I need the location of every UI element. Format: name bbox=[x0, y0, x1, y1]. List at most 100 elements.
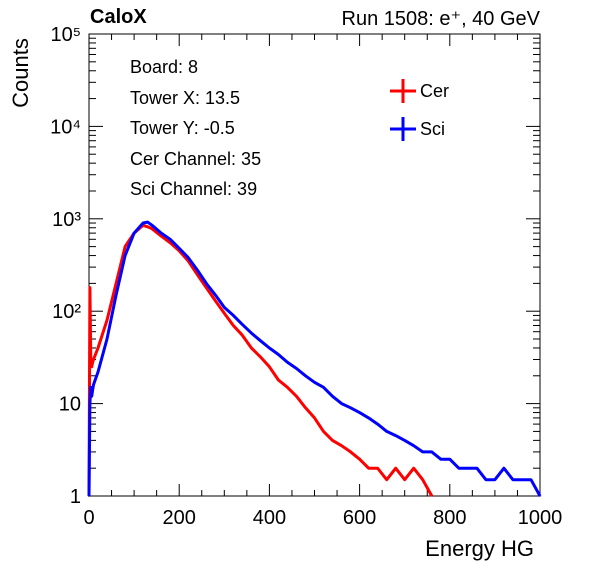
data-point bbox=[90, 395, 93, 398]
x-tick-label: 400 bbox=[253, 507, 286, 529]
data-point bbox=[440, 458, 442, 461]
data-point bbox=[160, 232, 162, 234]
data-point bbox=[458, 467, 460, 470]
data-point bbox=[521, 478, 523, 481]
data-point bbox=[286, 361, 289, 364]
data-point bbox=[394, 434, 397, 437]
data-point bbox=[322, 386, 325, 389]
data-point bbox=[151, 228, 153, 230]
data-point bbox=[97, 371, 99, 373]
legend-entry-cer: Cer bbox=[390, 78, 449, 116]
data-point bbox=[106, 319, 108, 322]
data-point bbox=[358, 411, 361, 414]
data-point bbox=[295, 395, 298, 398]
data-point bbox=[412, 444, 415, 447]
data-point bbox=[421, 478, 424, 481]
info-sci-channel: Sci Channel: 39 bbox=[130, 179, 258, 200]
x-axis-label: Energy HG bbox=[425, 536, 534, 561]
data-point bbox=[367, 467, 370, 470]
data-point bbox=[322, 430, 325, 433]
data-point bbox=[340, 444, 343, 447]
data-point bbox=[349, 407, 352, 409]
data-point bbox=[89, 286, 91, 289]
data-point bbox=[358, 458, 361, 461]
legend-sci-marker bbox=[390, 117, 416, 141]
data-point bbox=[530, 478, 532, 481]
data-point bbox=[223, 312, 226, 315]
info-box: Board: 8 Tower X: 13.5 Tower Y: -0.5 Cer… bbox=[130, 52, 262, 205]
data-point bbox=[421, 451, 424, 453]
data-point bbox=[178, 247, 180, 250]
data-point bbox=[124, 254, 126, 257]
x-axis-ticks: 0 200 400 600 800 1000 bbox=[83, 34, 562, 529]
data-point bbox=[124, 245, 126, 248]
data-point bbox=[146, 221, 149, 223]
legend-sci-label: Sci bbox=[420, 119, 446, 139]
data-point bbox=[277, 379, 280, 381]
data-point bbox=[512, 478, 514, 481]
data-point bbox=[431, 451, 433, 453]
legend-cer-marker bbox=[390, 79, 416, 103]
y-axis-ticks: 1 10 10² 10³ 10⁴ 10⁵ bbox=[50, 24, 540, 508]
data-point bbox=[106, 338, 108, 340]
data-point bbox=[295, 367, 298, 370]
data-point bbox=[214, 294, 217, 296]
info-cer-channel: Cer Channel: 35 bbox=[130, 148, 262, 169]
data-point bbox=[313, 381, 316, 384]
x-tick-label: 800 bbox=[433, 507, 466, 529]
data-point bbox=[431, 495, 433, 497]
experiment-label: CaloX bbox=[90, 6, 147, 28]
info-tower-y: Tower Y: -0.5 bbox=[130, 118, 235, 139]
data-point bbox=[385, 478, 388, 481]
y-tick-label: 1 bbox=[70, 486, 81, 508]
data-point bbox=[394, 467, 397, 470]
data-point bbox=[313, 417, 316, 419]
data-point bbox=[91, 389, 94, 391]
series-line-sci bbox=[87, 220, 542, 497]
data-point bbox=[376, 467, 379, 470]
data-point bbox=[92, 383, 95, 386]
series-line-cer bbox=[87, 223, 434, 497]
data-point bbox=[403, 478, 406, 481]
data-point bbox=[97, 347, 99, 349]
data-point bbox=[169, 242, 171, 244]
data-point bbox=[259, 356, 262, 358]
y-tick-label: 10 bbox=[59, 394, 81, 416]
data-point bbox=[494, 478, 496, 481]
data-point bbox=[304, 375, 307, 377]
data-point bbox=[259, 339, 262, 342]
data-point bbox=[160, 235, 162, 237]
data-point bbox=[91, 361, 94, 364]
data-point bbox=[241, 334, 244, 337]
series-cer bbox=[87, 223, 434, 497]
legend-cer-label: Cer bbox=[420, 81, 450, 101]
y-tick-label: 10³ bbox=[52, 209, 81, 231]
data-point bbox=[133, 232, 135, 234]
data-point bbox=[187, 256, 189, 259]
data-point bbox=[241, 323, 244, 326]
data-point bbox=[331, 439, 334, 442]
data-point bbox=[331, 395, 334, 398]
x-tick-label: 0 bbox=[83, 507, 94, 529]
data-point bbox=[196, 273, 198, 276]
data-point bbox=[449, 458, 451, 461]
data-point bbox=[88, 495, 90, 497]
data-point bbox=[286, 386, 289, 389]
data-point bbox=[485, 478, 487, 481]
data-point bbox=[92, 358, 95, 361]
data-point bbox=[90, 358, 92, 361]
data-point bbox=[268, 366, 271, 368]
y-tick-label: 10⁴ bbox=[50, 116, 81, 138]
series-sci bbox=[87, 220, 542, 497]
data-point bbox=[146, 226, 149, 228]
data-point bbox=[250, 332, 253, 334]
series-group bbox=[87, 220, 542, 497]
y-tick-label: 10² bbox=[52, 301, 81, 323]
data-point bbox=[214, 299, 217, 302]
y-axis-label: Counts bbox=[7, 38, 33, 108]
data-point bbox=[403, 439, 406, 442]
data-point bbox=[476, 467, 478, 470]
info-board: Board: 8 bbox=[130, 57, 199, 77]
x-tick-label: 600 bbox=[343, 507, 376, 529]
